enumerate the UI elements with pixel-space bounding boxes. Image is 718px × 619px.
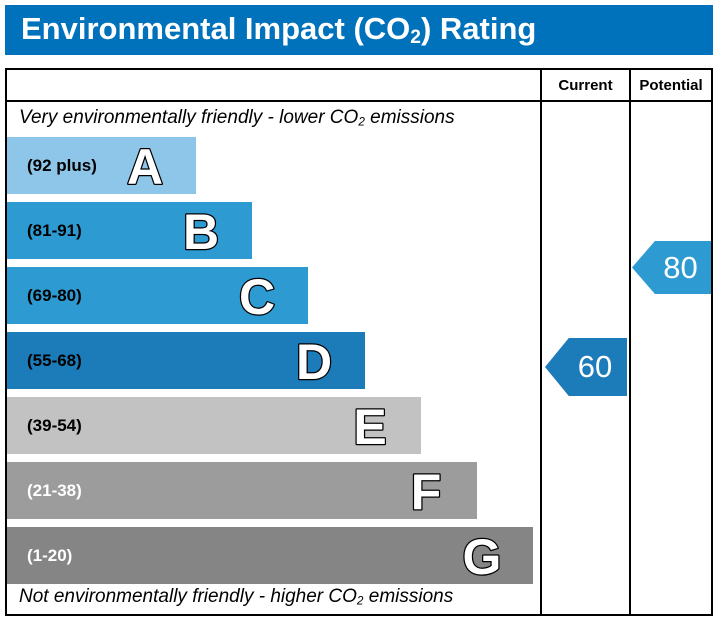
band-e-range-label: (39-54): [27, 415, 82, 435]
column-header-current: Current: [540, 70, 629, 102]
column-header-potential: Potential: [629, 70, 711, 102]
svg-text:B: B: [183, 205, 219, 257]
band-b-letter: B: [182, 205, 221, 257]
band-c-range-label: (69-80): [27, 285, 82, 305]
current-rating-value: 60: [577, 349, 613, 384]
band-c: (69-80) C: [7, 267, 308, 324]
header-spacer-cell: [7, 70, 540, 102]
potential-rating-arrow: 80: [632, 241, 711, 294]
caption-top-text: Very environmentally friendly - lower CO: [19, 107, 359, 128]
band-e: (39-54) E: [7, 397, 421, 454]
caption-top: Very environmentally friendly - lower CO…: [19, 107, 455, 129]
caption-bottom-suffix: emissions: [363, 586, 454, 607]
band-e-letter: E: [352, 400, 388, 452]
bands-column: Very environmentally friendly - lower CO…: [7, 102, 540, 614]
current-column: 60: [540, 102, 629, 614]
title-bar: Environmental Impact (CO2) Rating: [5, 5, 713, 55]
svg-text:A: A: [127, 140, 163, 192]
potential-rating-value: 80: [663, 249, 698, 285]
band-a: (92 plus) A: [7, 137, 196, 194]
current-rating-arrow: 60: [545, 338, 627, 396]
caption-bottom-text: Not environmentally friendly - higher CO: [19, 586, 357, 607]
page-title-subscript: 2: [410, 27, 421, 49]
svg-text:E: E: [353, 400, 386, 452]
band-a-range-label: (92 plus): [27, 155, 97, 175]
svg-text:C: C: [239, 270, 275, 322]
band-d: (55-68) D: [7, 332, 365, 389]
page-title-suffix: ) Rating: [420, 10, 537, 46]
page-title-text: Environmental Impact (CO: [21, 10, 411, 46]
band-f: (21-38) F: [7, 462, 477, 519]
caption-top-subscript: 2: [358, 115, 365, 129]
svg-text:G: G: [463, 530, 502, 582]
band-b-range-label: (81-91): [27, 220, 82, 240]
band-g-range-label: (1-20): [27, 545, 73, 565]
band-g-letter: G: [461, 530, 502, 582]
band-b: (81-91) B: [7, 202, 252, 259]
page-title: Environmental Impact (CO2) Rating: [5, 11, 536, 49]
caption-bottom-subscript: 2: [356, 594, 364, 608]
caption-top-suffix: emissions: [364, 107, 455, 128]
band-c-letter: C: [238, 270, 277, 322]
band-d-range-label: (55-68): [27, 350, 82, 370]
svg-text:D: D: [296, 335, 332, 387]
caption-bottom: Not environmentally friendly - higher CO…: [19, 586, 453, 608]
band-g: (1-20) G: [7, 527, 533, 584]
svg-text:F: F: [411, 465, 442, 517]
rating-table: Current Potential Very environmentally f…: [5, 68, 713, 616]
band-f-letter: F: [409, 465, 442, 517]
band-a-letter: A: [126, 140, 165, 192]
band-f-range-label: (21-38): [27, 480, 82, 500]
potential-column: 80: [629, 102, 711, 614]
band-d-letter: D: [295, 335, 334, 387]
